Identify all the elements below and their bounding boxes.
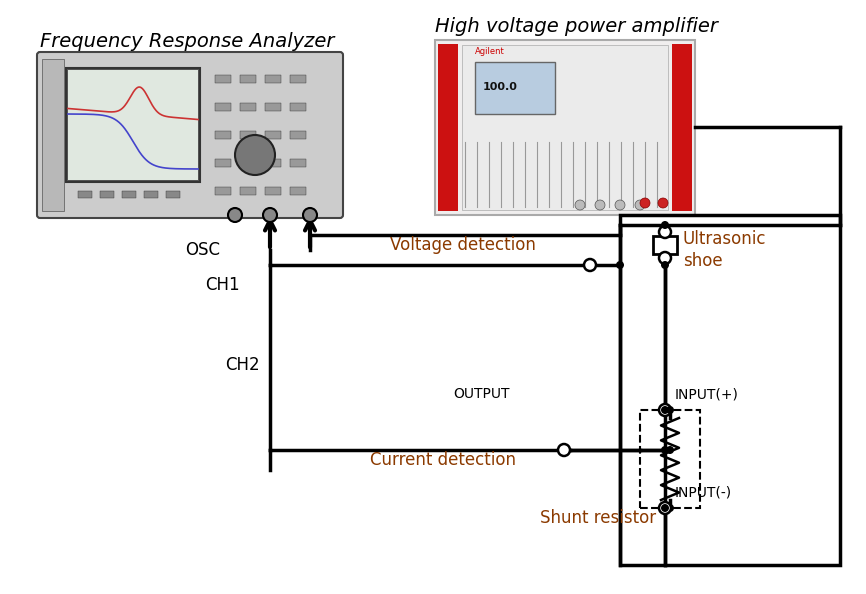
Bar [66, 68, 200, 182]
Bar [290, 159, 306, 167]
Bar [166, 191, 180, 198]
Bar [265, 159, 281, 167]
Circle shape [661, 406, 669, 414]
Bar [215, 75, 231, 83]
Bar [620, 215, 840, 565]
Bar [265, 131, 281, 139]
Bar [435, 40, 695, 215]
Bar [42, 59, 64, 211]
Circle shape [659, 404, 671, 416]
Text: Frequency Response Analyzer: Frequency Response Analyzer [40, 32, 334, 51]
Bar [215, 187, 231, 195]
Bar [265, 75, 281, 83]
Bar [240, 187, 256, 195]
FancyBboxPatch shape [37, 52, 343, 218]
Text: OUTPUT: OUTPUT [454, 387, 510, 401]
Circle shape [661, 504, 669, 512]
Circle shape [659, 502, 671, 514]
Bar [640, 410, 700, 508]
Bar [290, 75, 306, 83]
Bar [290, 103, 306, 111]
Circle shape [661, 221, 669, 229]
Text: Current detection: Current detection [370, 451, 516, 469]
Bar [290, 131, 306, 139]
Circle shape [584, 259, 596, 271]
Circle shape [303, 208, 317, 222]
Bar [240, 75, 256, 83]
Circle shape [228, 208, 242, 222]
Circle shape [658, 198, 668, 208]
Text: Ultrasonic
shoe: Ultrasonic shoe [683, 230, 766, 270]
Text: 100.0: 100.0 [483, 82, 518, 92]
Bar [215, 103, 231, 111]
Text: CH1: CH1 [205, 276, 240, 294]
Circle shape [666, 446, 674, 454]
Text: INPUT(-): INPUT(-) [675, 485, 732, 499]
Circle shape [659, 252, 671, 264]
Bar [215, 159, 231, 167]
Circle shape [558, 444, 570, 456]
Bar [290, 187, 306, 195]
Bar [438, 44, 458, 211]
Bar [78, 191, 92, 198]
Bar [240, 103, 256, 111]
Bar [653, 236, 677, 254]
Text: Shunt resistor: Shunt resistor [540, 509, 656, 527]
Text: High voltage power amplifier: High voltage power amplifier [435, 17, 718, 36]
Circle shape [661, 446, 669, 454]
Bar [240, 159, 256, 167]
Bar [215, 131, 231, 139]
Text: CH2: CH2 [225, 356, 260, 374]
Circle shape [616, 261, 624, 269]
Circle shape [595, 200, 605, 210]
Bar [240, 131, 256, 139]
Bar [100, 191, 114, 198]
Text: OSC: OSC [185, 241, 220, 259]
Bar [462, 45, 668, 210]
Text: Agilent: Agilent [475, 47, 505, 56]
Bar [265, 103, 281, 111]
Circle shape [263, 208, 277, 222]
Circle shape [659, 226, 671, 238]
Circle shape [575, 200, 585, 210]
Circle shape [615, 200, 625, 210]
Text: Voltage detection: Voltage detection [390, 236, 536, 254]
Bar [672, 44, 692, 211]
Bar [122, 191, 136, 198]
Circle shape [666, 504, 674, 512]
Bar [68, 70, 198, 180]
Circle shape [635, 200, 645, 210]
Bar [144, 191, 158, 198]
Circle shape [666, 406, 674, 414]
Text: INPUT(+): INPUT(+) [675, 387, 739, 401]
Circle shape [640, 198, 650, 208]
Circle shape [235, 135, 275, 175]
Circle shape [661, 261, 669, 269]
Bar [265, 187, 281, 195]
Bar [475, 62, 555, 114]
